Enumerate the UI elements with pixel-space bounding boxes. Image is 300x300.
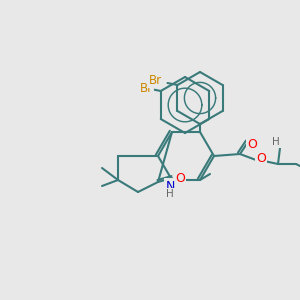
- Text: H: H: [166, 189, 174, 199]
- Text: O: O: [247, 139, 257, 152]
- Text: Br: Br: [149, 74, 162, 86]
- Text: Br: Br: [140, 82, 153, 94]
- Text: N: N: [165, 179, 175, 193]
- Text: O: O: [256, 152, 266, 166]
- Text: H: H: [272, 137, 280, 147]
- Text: O: O: [175, 172, 185, 184]
